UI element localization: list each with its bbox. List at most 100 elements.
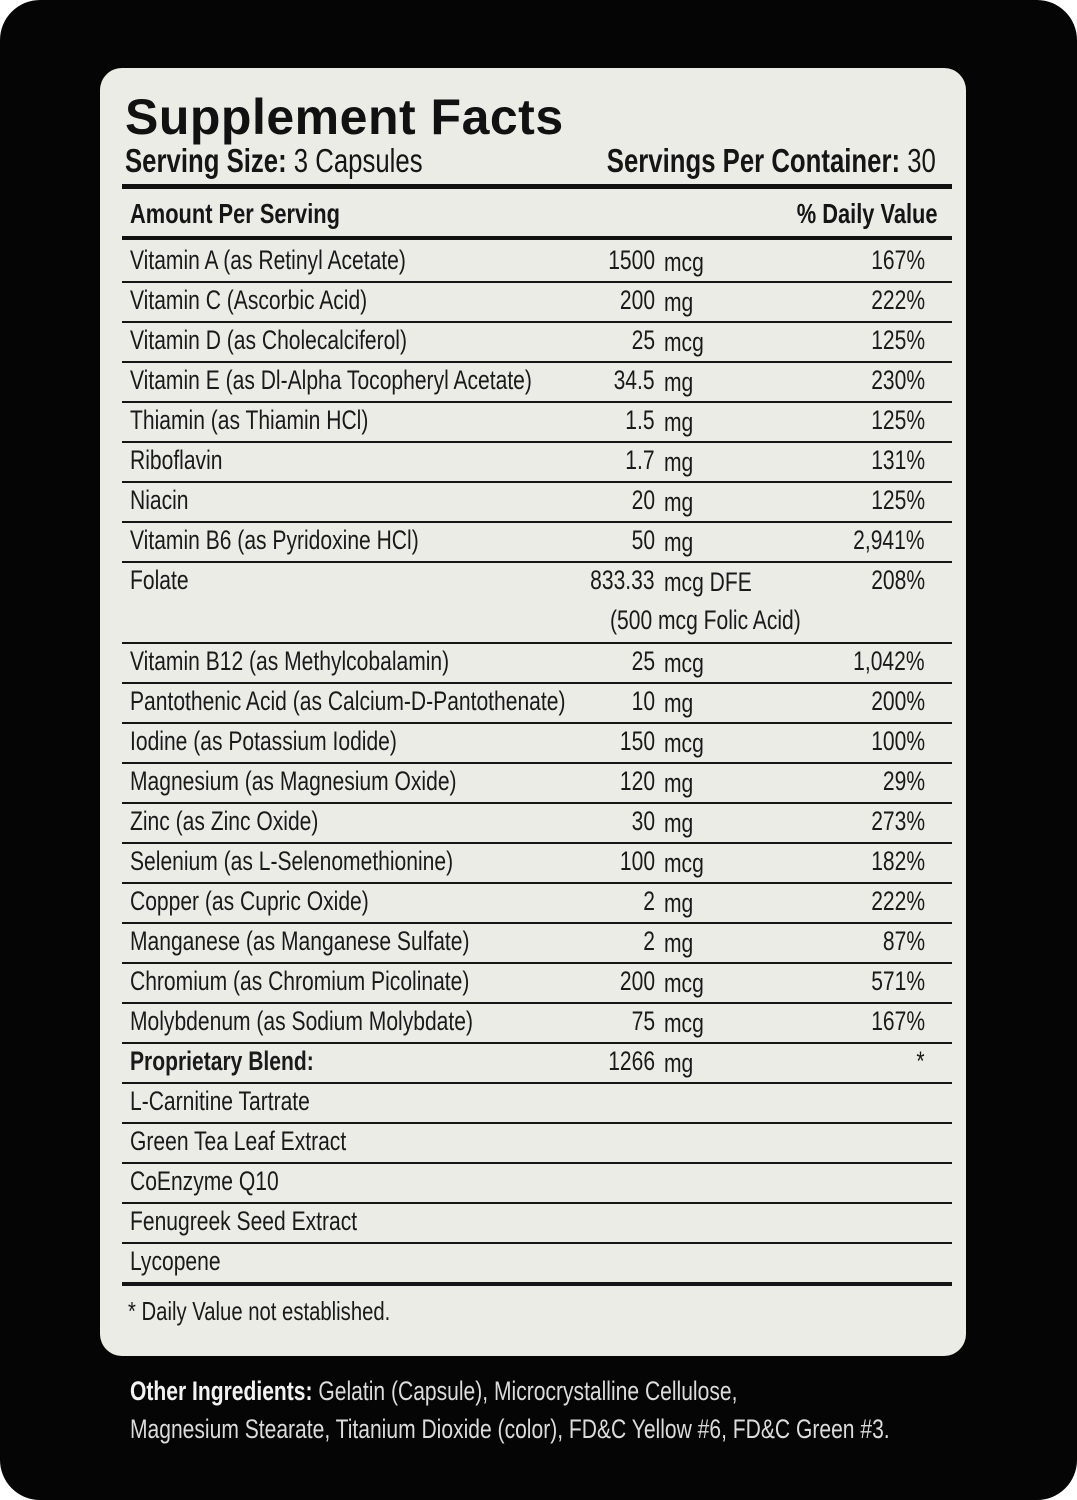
table-row: Vitamin E (as Dl-Alpha Tocopheryl Acetat… bbox=[122, 363, 952, 403]
nutrient-daily-value: 200% bbox=[871, 685, 925, 716]
nutrient-name: Chromium (as Chromium Picolinate) bbox=[130, 965, 470, 996]
nutrient-name: Proprietary Blend: bbox=[130, 1045, 314, 1076]
nutrient-name: Folate bbox=[130, 565, 189, 595]
nutrient-amount: 75 bbox=[631, 1005, 655, 1036]
table-row: Magnesium (as Magnesium Oxide) 120 mg 29% bbox=[122, 764, 952, 804]
nutrient-amount: 50 bbox=[631, 525, 655, 555]
nutrient-daily-value: 100% bbox=[871, 725, 925, 756]
nutrient-name: Green Tea Leaf Extract bbox=[130, 1125, 347, 1156]
table-row: Niacin 20 mg 125% bbox=[122, 483, 952, 523]
nutrient-unit: mcg bbox=[664, 1007, 704, 1038]
table-row: Manganese (as Manganese Sulfate) 2 mg 87% bbox=[122, 924, 952, 964]
nutrient-unit: mcg bbox=[664, 967, 704, 998]
nutrient-amount: 10 bbox=[631, 685, 655, 716]
nutrient-unit: mcg bbox=[664, 727, 704, 758]
nutrient-unit: mcg bbox=[664, 247, 704, 277]
nutrient-unit: mg bbox=[664, 407, 694, 437]
nutrient-unit: mg bbox=[664, 367, 694, 397]
table-row: Copper (as Cupric Oxide) 2 mg 222% bbox=[122, 884, 952, 924]
nutrient-amount: 25 bbox=[631, 645, 655, 676]
nutrient-unit: mg bbox=[664, 487, 694, 517]
nutrient-unit: mcg DFE bbox=[664, 567, 752, 597]
nutrient-amount: 200 bbox=[619, 965, 655, 996]
nutrient-daily-value: 167% bbox=[871, 245, 925, 275]
table-row: Chromium (as Chromium Picolinate) 200 mcg 5… bbox=[122, 964, 952, 1004]
table-row: Riboflavin 1.7 mg 131% bbox=[122, 443, 952, 483]
nutrient-daily-value: 167% bbox=[871, 1005, 925, 1036]
nutrient-amount: 25 bbox=[631, 325, 655, 355]
nutrient-name: Vitamin A (as Retinyl Acetate) bbox=[130, 245, 406, 275]
daily-value-header: % Daily Value bbox=[797, 198, 938, 229]
page-title: Supplement Facts bbox=[125, 89, 564, 145]
nutrient-daily-value: 125% bbox=[871, 325, 925, 355]
serving-size-value: 3 Capsules bbox=[293, 142, 423, 179]
nutrient-daily-value: 125% bbox=[871, 485, 925, 515]
nutrient-unit: mcg bbox=[664, 847, 704, 878]
nutrient-daily-value: 222% bbox=[871, 285, 925, 315]
nutrient-amount: 1.7 bbox=[625, 445, 655, 475]
nutrient-name: Vitamin C (Ascorbic Acid) bbox=[130, 285, 368, 315]
nutrient-daily-value: 125% bbox=[871, 405, 925, 435]
servings-label: Servings Per Container: bbox=[606, 142, 901, 179]
nutrient-unit: mcg bbox=[664, 327, 704, 357]
nutrient-name: Vitamin D (as Cholecalciferol) bbox=[130, 325, 408, 355]
nutrient-amount-note: (500 mcg Folic Acid) bbox=[610, 605, 801, 635]
nutrient-unit: mg bbox=[664, 527, 694, 557]
servings-per-container: Servings Per Container: 30 bbox=[514, 142, 936, 180]
amount-per-serving-header: Amount Per Serving bbox=[130, 198, 340, 229]
nutrient-daily-value: 273% bbox=[871, 805, 925, 836]
nutrient-name: Thiamin (as Thiamin HCl) bbox=[130, 405, 369, 435]
nutrient-daily-value: 131% bbox=[871, 445, 925, 475]
nutrient-unit: mg bbox=[664, 807, 694, 838]
nutrient-daily-value: 182% bbox=[871, 845, 925, 876]
table-row: Folate 833.33 mcg DFE (500 mcg Folic Acid) 2… bbox=[122, 563, 952, 644]
nutrient-daily-value: 2,941% bbox=[853, 525, 925, 555]
nutrient-name: Niacin bbox=[130, 485, 189, 515]
divider-thick bbox=[122, 184, 952, 189]
nutrient-name: L-Carnitine Tartrate bbox=[130, 1085, 310, 1116]
nutrient-name: Iodine (as Potassium Iodide) bbox=[130, 725, 397, 756]
nutrient-name: Riboflavin bbox=[130, 445, 223, 475]
nutrient-daily-value: 1,042% bbox=[853, 645, 925, 676]
other-ingredients-line-2: Magnesium Stearate, Titanium Dioxide (co… bbox=[130, 1414, 890, 1444]
nutrient-amount: 120 bbox=[619, 765, 655, 796]
other-ingredients-line-1: Other Ingredients: Gelatin (Capsule), Mi… bbox=[130, 1376, 738, 1406]
servings-value: 30 bbox=[907, 142, 936, 179]
nutrient-name: Copper (as Cupric Oxide) bbox=[130, 885, 369, 916]
table-row: Vitamin B12 (as Methylcobalamin) 25 mcg 1,0… bbox=[122, 644, 952, 684]
table-row: Vitamin B6 (as Pyridoxine HCl) 50 mg 2,941% bbox=[122, 523, 952, 563]
table-row: Vitamin D (as Cholecalciferol) 25 mcg 125% bbox=[122, 323, 952, 363]
nutrient-unit: mg bbox=[664, 447, 694, 477]
nutrient-unit: mg bbox=[664, 887, 694, 918]
nutrient-name: Selenium (as L-Selenomethionine) bbox=[130, 845, 454, 876]
nutrient-daily-value: 208% bbox=[871, 565, 925, 595]
table-row: CoEnzyme Q10 bbox=[122, 1164, 952, 1204]
table-row: L-Carnitine Tartrate bbox=[122, 1084, 952, 1124]
table-row: Lycopene bbox=[122, 1244, 952, 1286]
nutrient-amount: 2 bbox=[643, 925, 655, 956]
nutrient-name: Molybdenum (as Sodium Molybdate) bbox=[130, 1005, 473, 1036]
nutrient-amount: 2 bbox=[643, 885, 655, 916]
nutrient-amount: 30 bbox=[631, 805, 655, 836]
table-row: Molybdenum (as Sodium Molybdate) 75 mcg 167… bbox=[122, 1004, 952, 1044]
table-row: Iodine (as Potassium Iodide) 150 mcg 100% bbox=[122, 724, 952, 764]
nutrient-amount: 200 bbox=[619, 285, 655, 315]
table-row: Vitamin C (Ascorbic Acid) 200 mg 222% bbox=[122, 283, 952, 323]
nutrient-daily-value: * bbox=[916, 1045, 925, 1076]
serving-size-label: Serving Size: bbox=[125, 142, 287, 179]
table-row: Zinc (as Zinc Oxide) 30 mg 273% bbox=[122, 804, 952, 844]
nutrient-amount: 1.5 bbox=[625, 405, 655, 435]
nutrient-name: Magnesium (as Magnesium Oxide) bbox=[130, 765, 457, 796]
nutrient-unit: mg bbox=[664, 927, 694, 958]
nutrient-amount: 20 bbox=[631, 485, 655, 515]
nutrient-daily-value: 230% bbox=[871, 365, 925, 395]
nutrient-unit: mcg bbox=[664, 647, 704, 678]
nutrient-amount: 1266 bbox=[608, 1045, 655, 1076]
table-row: Proprietary Blend: 1266 mg * bbox=[122, 1044, 952, 1084]
nutrient-amount: 150 bbox=[619, 725, 655, 756]
nutrient-name: Fenugreek Seed Extract bbox=[130, 1205, 358, 1236]
footnote: * Daily Value not established. bbox=[128, 1296, 391, 1326]
nutrient-name: Vitamin B6 (as Pyridoxine HCl) bbox=[130, 525, 419, 555]
nutrient-amount: 833.33 bbox=[590, 565, 655, 595]
nutrient-name: Zinc (as Zinc Oxide) bbox=[130, 805, 319, 836]
